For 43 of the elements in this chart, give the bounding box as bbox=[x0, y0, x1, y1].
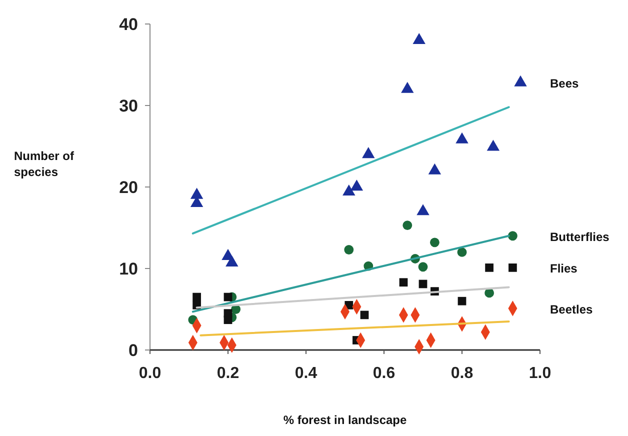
y-axis-title: Number of species bbox=[14, 149, 76, 179]
point bbox=[430, 238, 440, 248]
point bbox=[456, 132, 468, 144]
point bbox=[412, 32, 426, 44]
point bbox=[514, 75, 527, 86]
x-axis-title: % forest in landscape bbox=[283, 413, 408, 427]
point bbox=[224, 316, 232, 324]
point bbox=[190, 188, 204, 199]
point bbox=[344, 245, 354, 254]
y-tick-label: 20 bbox=[119, 178, 138, 197]
point bbox=[457, 247, 467, 257]
text: Beetles bbox=[550, 302, 594, 316]
point bbox=[401, 82, 414, 93]
y-tick-label: 30 bbox=[119, 96, 138, 116]
x-tick-label: 1.0 bbox=[528, 365, 552, 382]
point bbox=[399, 278, 408, 287]
point bbox=[402, 220, 412, 230]
x-tick-label: 0.4 bbox=[294, 365, 318, 382]
point bbox=[486, 140, 500, 151]
point bbox=[224, 292, 232, 302]
point bbox=[342, 184, 356, 196]
y-tick-label: 0 bbox=[128, 341, 138, 360]
y-tick-label: 10 bbox=[119, 260, 138, 278]
x-tick-label: 0.0 bbox=[138, 365, 162, 382]
point bbox=[458, 296, 466, 306]
point bbox=[362, 147, 375, 158]
text: Flies bbox=[550, 262, 578, 276]
point bbox=[508, 264, 517, 272]
point bbox=[360, 310, 369, 320]
point bbox=[508, 231, 518, 241]
x-tick-label: 0.6 bbox=[372, 365, 396, 382]
point bbox=[416, 204, 430, 216]
x-tick-label: 0.2 bbox=[216, 365, 240, 382]
point bbox=[485, 264, 494, 272]
point bbox=[418, 280, 428, 288]
series-label: Bees bbox=[550, 76, 580, 91]
x-tick-label: 0.8 bbox=[450, 365, 474, 382]
text: Butterflies bbox=[550, 230, 610, 244]
point bbox=[428, 163, 442, 174]
point bbox=[418, 262, 428, 272]
point bbox=[192, 292, 201, 302]
y-tick-label: 40 bbox=[119, 15, 138, 34]
point bbox=[350, 180, 364, 191]
